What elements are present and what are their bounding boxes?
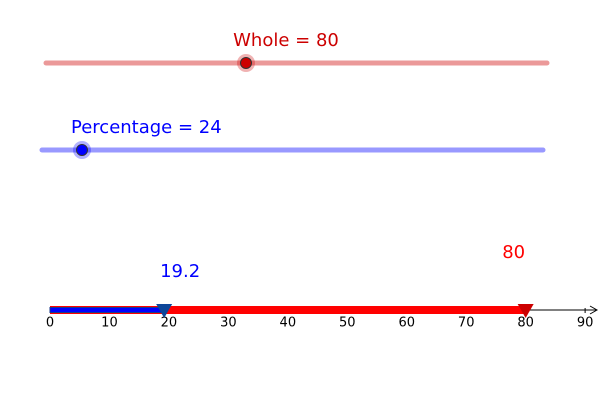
slider-knob[interactable] bbox=[76, 144, 88, 156]
percentage-slider[interactable]: Percentage = 24 bbox=[39, 117, 546, 159]
marker-label: 19.2 bbox=[160, 261, 200, 282]
x-tick-label: 60 bbox=[398, 316, 415, 331]
x-tick-label: 80 bbox=[517, 316, 534, 331]
x-tick-label: 20 bbox=[161, 316, 178, 331]
x-tick-label: 0 bbox=[46, 316, 54, 331]
segment-bar bbox=[49, 307, 165, 313]
x-tick-label: 40 bbox=[280, 316, 297, 331]
marker bbox=[517, 304, 534, 318]
slider-knob[interactable] bbox=[240, 57, 252, 69]
x-tick-label: 90 bbox=[577, 316, 594, 331]
segment-bar bbox=[50, 306, 526, 314]
number-line: 0 10 20 30 40 50 60 70 80 90 80 19.2 bbox=[46, 242, 599, 331]
x-tick-label: 70 bbox=[458, 316, 475, 331]
x-tick-label: 10 bbox=[101, 316, 118, 331]
x-tick-label: 30 bbox=[220, 316, 237, 331]
whole-slider[interactable]: Whole = 80 bbox=[43, 30, 550, 72]
slider-label: Percentage = 24 bbox=[71, 117, 222, 138]
marker-label: 80 bbox=[502, 242, 525, 263]
slider-label: Whole = 80 bbox=[233, 30, 339, 51]
axis-arrow bbox=[589, 305, 599, 315]
x-tick-label: 50 bbox=[339, 316, 356, 331]
marker bbox=[156, 304, 173, 318]
